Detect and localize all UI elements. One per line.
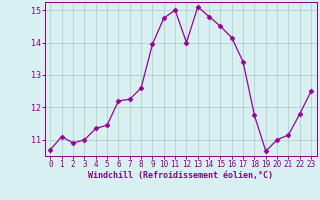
X-axis label: Windchill (Refroidissement éolien,°C): Windchill (Refroidissement éolien,°C): [88, 171, 273, 180]
